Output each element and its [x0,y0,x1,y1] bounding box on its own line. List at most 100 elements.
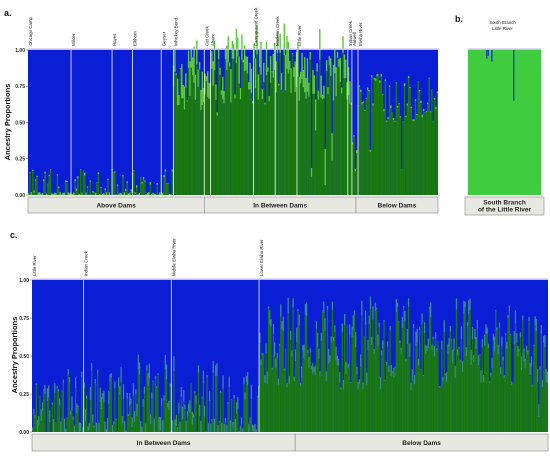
bar-segment [40,409,42,421]
bar-segment [352,329,354,432]
bar-segment [164,171,167,195]
bar-segment [366,372,368,386]
bar-segment [105,192,108,195]
bar-segment [143,386,146,394]
bar-segment [383,321,385,432]
bar-segment [459,362,461,432]
bar-segment [197,69,199,87]
bar-segment [149,424,152,432]
bar-segment [343,54,346,79]
bar-segment [266,384,268,432]
bar-segment [169,386,171,432]
bar-segment [35,383,37,386]
bar-segment [79,430,82,432]
bar-segment [216,363,218,376]
panel-a-bars [28,23,439,196]
bar-segment [297,76,299,195]
bar-segment [260,74,262,195]
bar-segment [216,112,219,116]
bar-segment [399,340,401,344]
bar-segment [324,318,326,332]
bar-segment [244,399,246,432]
bar-segment [338,59,340,67]
bar-segment [115,419,117,432]
bar-segment [495,310,497,432]
bar-segment [377,334,379,347]
bar-segment [395,82,398,84]
bar-segment [274,355,276,432]
bar-segment [480,382,482,432]
bar-segment [174,71,176,195]
bar-segment [224,48,227,60]
bar-segment [163,395,165,401]
bar-segment [44,393,46,432]
bar-segment [354,169,357,171]
bar-segment [43,390,45,432]
bar-segment [417,365,420,432]
bar-segment [131,427,133,432]
bar-segment [336,365,338,432]
bar-segment [47,184,49,195]
bar-segment [92,422,94,432]
bar-segment [509,334,512,432]
bar-segment [165,364,168,380]
bar-segment [239,88,242,100]
bar-segment [409,356,411,432]
group-label: In Between Dams [137,440,191,447]
bar-segment [309,348,311,353]
bar-segment [254,58,257,89]
bar-segment [354,170,357,195]
bar-segment [449,331,451,432]
bar-segment [345,59,347,78]
bar-segment [62,383,64,432]
bar-segment [135,185,138,188]
bar-segment [411,380,413,432]
bar-segment [309,52,311,60]
bar-segment [57,390,60,432]
site-label: Madison Creek [275,16,280,46]
bar-segment [356,152,358,195]
bar-segment [130,189,132,192]
bar-segment [406,105,408,195]
bar-segment [522,315,524,321]
bar-segment [481,339,483,348]
bar-segment [227,402,229,404]
bar-segment [164,369,166,432]
bar-segment [153,193,156,195]
bar-segment [536,381,539,432]
bar-segment [360,89,362,93]
bar-segment [49,169,52,170]
bar-segment [497,344,499,355]
bar-segment [213,70,216,195]
bar-segment [387,341,389,347]
bar-segment [426,351,428,432]
bar-segment [137,354,139,370]
bar-segment [97,369,99,374]
bar-segment [212,360,214,373]
bar-segment [393,367,395,378]
bar-segment [146,370,148,432]
bar-segment [498,327,501,432]
bar-segment [394,121,396,195]
bar-segment [33,413,35,432]
bar-segment [316,63,318,72]
bar-segment [336,51,339,58]
bar-segment [249,62,251,90]
bar-segment [120,381,122,432]
group-box [464,196,545,216]
bar-segment [460,326,463,340]
bar-segment [87,430,89,432]
y-tick-label: 0.75 [15,84,25,90]
bar-segment [217,425,219,432]
bar-segment [312,70,314,94]
bar-segment [399,116,402,118]
bar-segment [251,424,254,431]
bar-segment [152,380,154,383]
bar-segment [474,329,476,340]
bar-segment [263,62,265,83]
bar-segment [231,58,234,196]
bar-segment [373,79,376,195]
site-label: Whiskey Bend [174,17,179,46]
bar-segment [502,360,504,432]
bar-segment [32,169,34,172]
